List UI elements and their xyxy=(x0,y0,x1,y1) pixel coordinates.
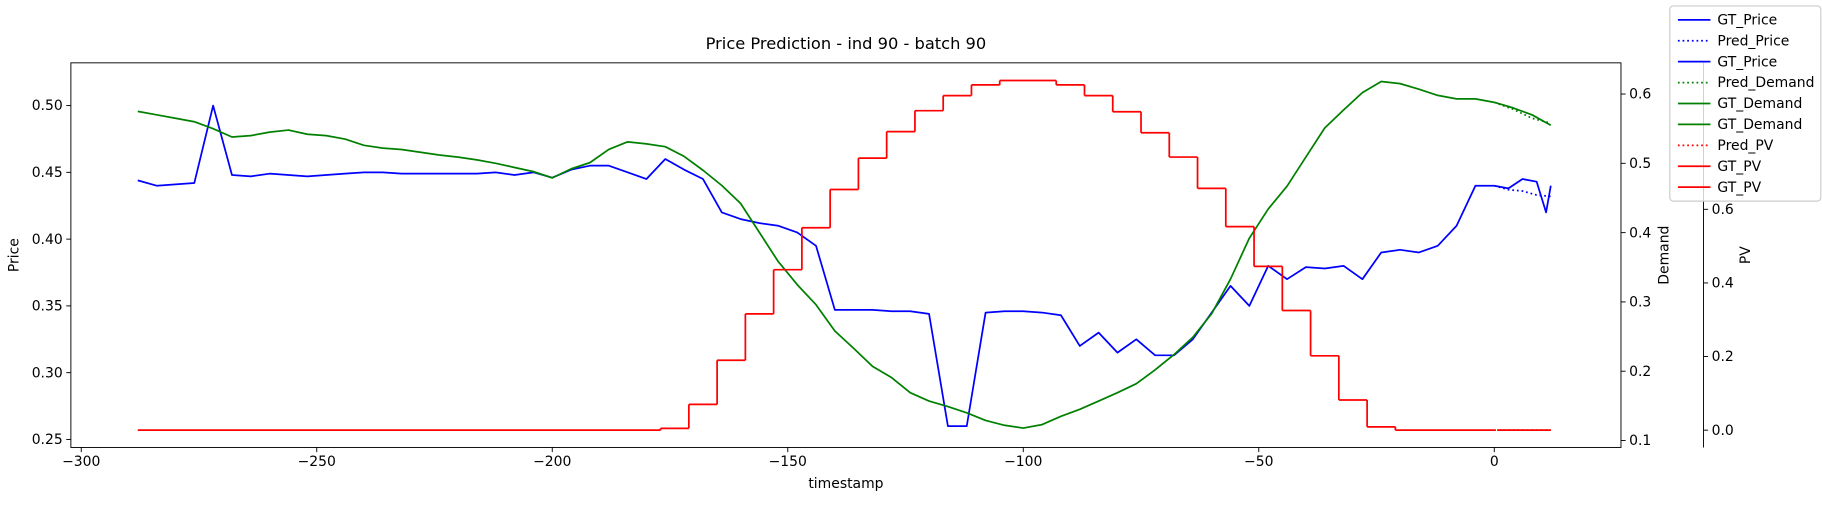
legend-label: GT_PV xyxy=(1717,159,1761,175)
y2-tick-label: 0.4 xyxy=(1629,225,1651,241)
y-tick-label: 0.30 xyxy=(32,365,63,381)
legend-box xyxy=(1669,5,1822,202)
legend-label: Pred_Demand xyxy=(1717,75,1814,91)
y2-tick-label: 0.3 xyxy=(1629,295,1651,311)
y3-tick-label: 0.0 xyxy=(1712,423,1734,439)
y3-axis-label: PV xyxy=(1738,246,1754,264)
series-line xyxy=(1494,178,1552,214)
x-axis-label: timestamp xyxy=(808,476,883,492)
y2-tick-label: 0.1 xyxy=(1629,433,1651,449)
y3-tick-label: 0.6 xyxy=(1712,202,1734,218)
legend-label: GT_Demand xyxy=(1717,117,1802,133)
legend-label: GT_Price xyxy=(1717,54,1777,70)
x-tick-label: −100 xyxy=(1004,454,1042,470)
x-tick-label: 0 xyxy=(1490,454,1499,470)
y2-axis-label: Demand xyxy=(1657,226,1673,285)
y-tick-label: 0.25 xyxy=(32,432,63,448)
x-tick-label: −150 xyxy=(769,454,807,470)
x-tick-label: −250 xyxy=(298,454,336,470)
chart-title: Price Prediction - ind 90 - batch 90 xyxy=(706,34,987,53)
plot-frame xyxy=(70,62,1622,448)
legend-label: Pred_Price xyxy=(1717,33,1789,49)
legend-label: Pred_PV xyxy=(1717,138,1773,154)
legend-label: GT_Demand xyxy=(1717,96,1802,112)
legend-label: GT_Price xyxy=(1717,12,1777,28)
y2-tick-label: 0.6 xyxy=(1629,87,1651,103)
y2-tick-label: 0.5 xyxy=(1629,156,1651,172)
y2-tick-label: 0.2 xyxy=(1629,364,1651,380)
y3-tick-label: 0.2 xyxy=(1712,349,1734,365)
x-tick-label: −50 xyxy=(1244,454,1273,470)
y-tick-label: 0.50 xyxy=(32,98,63,114)
legend-label: GT_PV xyxy=(1717,180,1761,196)
y-tick-label: 0.35 xyxy=(32,299,63,315)
y3-tick-label: 0.4 xyxy=(1712,276,1734,292)
x-tick-label: −200 xyxy=(533,454,571,470)
series-line xyxy=(1494,184,1551,198)
series-line xyxy=(1494,101,1552,126)
x-tick-label: −300 xyxy=(62,454,100,470)
y-tick-label: 0.40 xyxy=(32,232,63,248)
y-tick-label: 0.45 xyxy=(32,165,63,181)
y-axis-label: Price xyxy=(7,238,23,272)
series-line xyxy=(137,80,1495,429)
